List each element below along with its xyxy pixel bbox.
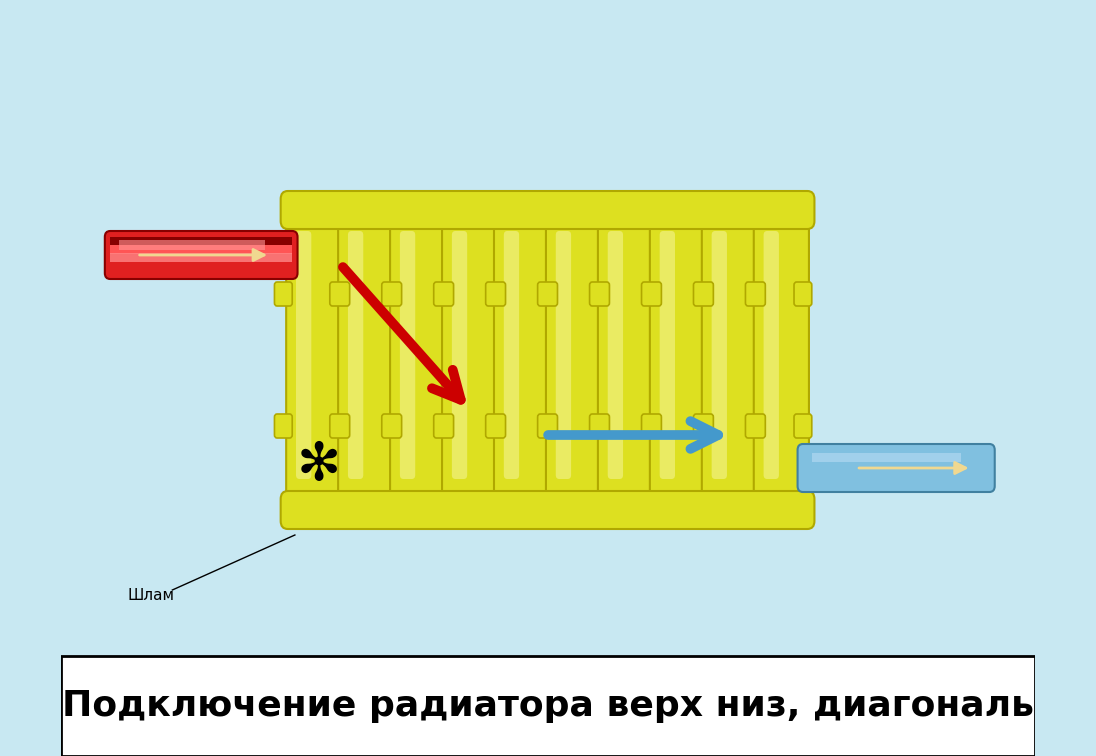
FancyBboxPatch shape xyxy=(296,231,311,479)
FancyBboxPatch shape xyxy=(281,491,814,529)
FancyBboxPatch shape xyxy=(590,414,609,438)
FancyBboxPatch shape xyxy=(330,414,350,438)
FancyBboxPatch shape xyxy=(798,444,995,492)
FancyBboxPatch shape xyxy=(274,282,293,306)
FancyBboxPatch shape xyxy=(494,208,549,512)
FancyBboxPatch shape xyxy=(442,208,498,512)
FancyBboxPatch shape xyxy=(745,282,765,306)
FancyBboxPatch shape xyxy=(347,231,363,479)
FancyBboxPatch shape xyxy=(400,231,415,479)
FancyBboxPatch shape xyxy=(556,231,571,479)
Bar xyxy=(110,237,293,246)
FancyBboxPatch shape xyxy=(764,231,779,479)
FancyBboxPatch shape xyxy=(434,414,454,438)
FancyBboxPatch shape xyxy=(641,414,661,438)
FancyBboxPatch shape xyxy=(745,414,765,438)
FancyBboxPatch shape xyxy=(694,414,713,438)
FancyBboxPatch shape xyxy=(274,414,293,438)
Bar xyxy=(812,453,961,462)
FancyBboxPatch shape xyxy=(486,414,505,438)
FancyBboxPatch shape xyxy=(590,282,609,306)
Bar xyxy=(61,656,1035,756)
Text: ✻: ✻ xyxy=(297,439,341,491)
FancyBboxPatch shape xyxy=(281,191,814,229)
FancyBboxPatch shape xyxy=(286,208,341,512)
FancyBboxPatch shape xyxy=(546,208,601,512)
FancyBboxPatch shape xyxy=(538,414,558,438)
FancyBboxPatch shape xyxy=(754,208,809,512)
FancyBboxPatch shape xyxy=(339,208,393,512)
FancyBboxPatch shape xyxy=(538,282,558,306)
FancyBboxPatch shape xyxy=(598,208,653,512)
FancyBboxPatch shape xyxy=(694,282,713,306)
FancyBboxPatch shape xyxy=(381,414,401,438)
Text: Подключение радиатора верх низ, диагональ: Подключение радиатора верх низ, диагонал… xyxy=(62,689,1034,723)
FancyBboxPatch shape xyxy=(381,282,401,306)
Bar xyxy=(110,245,293,254)
FancyBboxPatch shape xyxy=(641,282,661,306)
FancyBboxPatch shape xyxy=(434,282,454,306)
FancyBboxPatch shape xyxy=(711,231,727,479)
FancyBboxPatch shape xyxy=(794,414,812,438)
FancyBboxPatch shape xyxy=(794,282,812,306)
FancyBboxPatch shape xyxy=(504,231,520,479)
FancyBboxPatch shape xyxy=(105,231,297,279)
FancyBboxPatch shape xyxy=(330,282,350,306)
FancyBboxPatch shape xyxy=(607,231,623,479)
FancyBboxPatch shape xyxy=(486,282,505,306)
FancyBboxPatch shape xyxy=(701,208,757,512)
Bar xyxy=(119,240,264,250)
Bar xyxy=(110,253,293,262)
FancyBboxPatch shape xyxy=(390,208,445,512)
FancyBboxPatch shape xyxy=(650,208,705,512)
FancyBboxPatch shape xyxy=(452,231,467,479)
FancyBboxPatch shape xyxy=(660,231,675,479)
Text: Шлам: Шлам xyxy=(128,587,175,603)
